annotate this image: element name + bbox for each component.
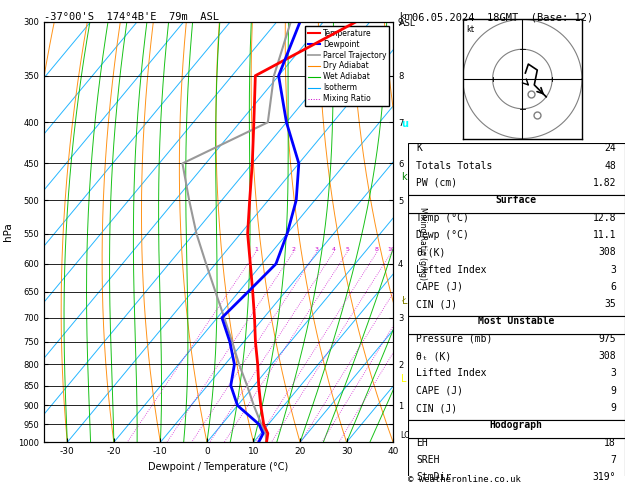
Text: 2: 2: [291, 247, 296, 252]
Text: Most Unstable: Most Unstable: [478, 316, 554, 327]
Text: kt: kt: [466, 25, 474, 35]
Text: 3: 3: [610, 264, 616, 275]
Text: Mixing Ratio (g/kg): Mixing Ratio (g/kg): [418, 207, 426, 279]
Y-axis label: hPa: hPa: [3, 223, 13, 242]
Text: 06.05.2024  18GMT  (Base: 12): 06.05.2024 18GMT (Base: 12): [412, 12, 593, 22]
Text: 5: 5: [345, 247, 349, 252]
Text: km: km: [399, 12, 413, 21]
X-axis label: Dewpoint / Temperature (°C): Dewpoint / Temperature (°C): [148, 462, 289, 472]
Text: 9: 9: [610, 386, 616, 396]
Text: 9: 9: [610, 403, 616, 413]
Text: u: u: [401, 119, 408, 129]
Bar: [408, 334, 625, 420]
Text: 1: 1: [254, 247, 258, 252]
Text: 319°: 319°: [593, 472, 616, 482]
Text: -37°00'S  174°4B'E  79m  ASL: -37°00'S 174°4B'E 79m ASL: [44, 12, 219, 22]
Text: StmDir: StmDir: [416, 472, 452, 482]
Bar: [408, 212, 625, 316]
Text: Lifted Index: Lifted Index: [416, 264, 487, 275]
Text: CIN (J): CIN (J): [416, 299, 457, 309]
Text: 35: 35: [604, 299, 616, 309]
Text: θₜ (K): θₜ (K): [416, 351, 452, 361]
Bar: [408, 143, 625, 195]
Text: 975: 975: [598, 334, 616, 344]
Text: 12.8: 12.8: [593, 212, 616, 223]
Text: 4: 4: [331, 247, 336, 252]
Legend: Temperature, Dewpoint, Parcel Trajectory, Dry Adiabat, Wet Adiabat, Isotherm, Mi: Temperature, Dewpoint, Parcel Trajectory…: [305, 26, 389, 106]
Text: θₜ(K): θₜ(K): [416, 247, 446, 257]
Text: Totals Totals: Totals Totals: [416, 161, 493, 171]
Text: ASL: ASL: [399, 19, 416, 29]
Text: CIN (J): CIN (J): [416, 403, 457, 413]
Bar: [408, 195, 625, 212]
Text: 308: 308: [598, 351, 616, 361]
Text: 3: 3: [314, 247, 319, 252]
Text: 7: 7: [610, 455, 616, 465]
Text: Lifted Index: Lifted Index: [416, 368, 487, 379]
Bar: [408, 438, 625, 486]
Text: CAPE (J): CAPE (J): [416, 386, 464, 396]
Text: SREH: SREH: [416, 455, 440, 465]
Bar: [408, 420, 625, 438]
Text: Pressure (mb): Pressure (mb): [416, 334, 493, 344]
Text: Hodograph: Hodograph: [489, 420, 543, 430]
Text: 308: 308: [598, 247, 616, 257]
Text: Dewp (°C): Dewp (°C): [416, 230, 469, 240]
Text: 1.82: 1.82: [593, 178, 616, 188]
Text: K: K: [416, 143, 422, 154]
Text: EH: EH: [416, 438, 428, 448]
Text: 10: 10: [387, 247, 396, 252]
Text: © weatheronline.co.uk: © weatheronline.co.uk: [408, 474, 520, 484]
Text: Surface: Surface: [496, 195, 537, 205]
Text: 8: 8: [375, 247, 379, 252]
Text: PW (cm): PW (cm): [416, 178, 457, 188]
Text: Ł: Ł: [401, 296, 407, 306]
Text: 24: 24: [604, 143, 616, 154]
Text: CAPE (J): CAPE (J): [416, 282, 464, 292]
Text: 3: 3: [610, 368, 616, 379]
Text: 48: 48: [604, 161, 616, 171]
Text: k: k: [401, 173, 407, 182]
Text: 11.1: 11.1: [593, 230, 616, 240]
Bar: [408, 316, 625, 334]
Text: 18: 18: [604, 438, 616, 448]
Text: Temp (°C): Temp (°C): [416, 212, 469, 223]
Text: L: L: [401, 374, 407, 384]
Text: 6: 6: [610, 282, 616, 292]
Text: LCL: LCL: [400, 431, 414, 440]
